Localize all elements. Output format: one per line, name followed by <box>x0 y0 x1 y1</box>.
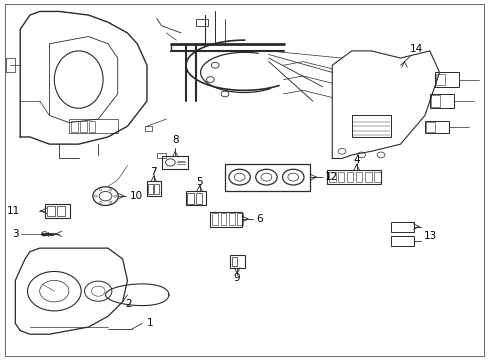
Bar <box>69 119 118 134</box>
Bar <box>434 72 458 87</box>
Bar <box>355 172 361 182</box>
Bar <box>44 204 70 218</box>
Text: 4: 4 <box>353 155 359 165</box>
Bar <box>237 213 243 225</box>
Bar <box>212 213 218 225</box>
Bar <box>144 126 152 131</box>
Bar <box>157 153 165 158</box>
Bar <box>430 95 439 107</box>
Bar <box>390 236 413 246</box>
Bar <box>47 206 55 216</box>
Bar <box>220 213 226 225</box>
Text: 5: 5 <box>196 177 203 187</box>
Bar <box>5 58 15 72</box>
Bar <box>89 121 95 132</box>
Bar <box>390 222 413 232</box>
Bar <box>435 74 444 85</box>
Bar <box>154 184 158 194</box>
Bar <box>80 121 86 132</box>
Bar <box>424 121 448 134</box>
Bar <box>229 255 244 268</box>
Bar <box>185 192 206 205</box>
Bar <box>373 172 380 182</box>
Text: 12: 12 <box>325 172 338 182</box>
Bar <box>147 181 160 196</box>
Bar <box>210 212 242 226</box>
Bar <box>57 206 65 216</box>
Text: 9: 9 <box>233 273 240 283</box>
Bar <box>327 170 380 184</box>
Bar <box>161 156 188 169</box>
Bar <box>195 19 207 26</box>
Bar <box>195 193 202 204</box>
Text: 10: 10 <box>129 191 142 201</box>
Bar <box>365 172 371 182</box>
Bar <box>224 164 310 191</box>
Bar <box>329 172 335 182</box>
Text: 1: 1 <box>147 319 153 328</box>
Text: 8: 8 <box>172 135 178 145</box>
Bar <box>71 121 78 132</box>
Text: 3: 3 <box>13 229 19 239</box>
Text: 13: 13 <box>423 231 436 241</box>
Bar <box>426 122 434 132</box>
Text: 6: 6 <box>256 214 263 224</box>
Bar <box>231 257 236 266</box>
Bar <box>187 193 193 204</box>
Bar <box>351 116 390 137</box>
Bar <box>148 184 153 194</box>
Bar <box>228 213 234 225</box>
Text: 11: 11 <box>7 206 20 216</box>
Bar <box>337 172 344 182</box>
Text: 14: 14 <box>408 45 422 54</box>
Text: 7: 7 <box>150 167 157 177</box>
Text: 2: 2 <box>125 299 132 309</box>
Bar <box>429 94 453 108</box>
Bar <box>346 172 352 182</box>
